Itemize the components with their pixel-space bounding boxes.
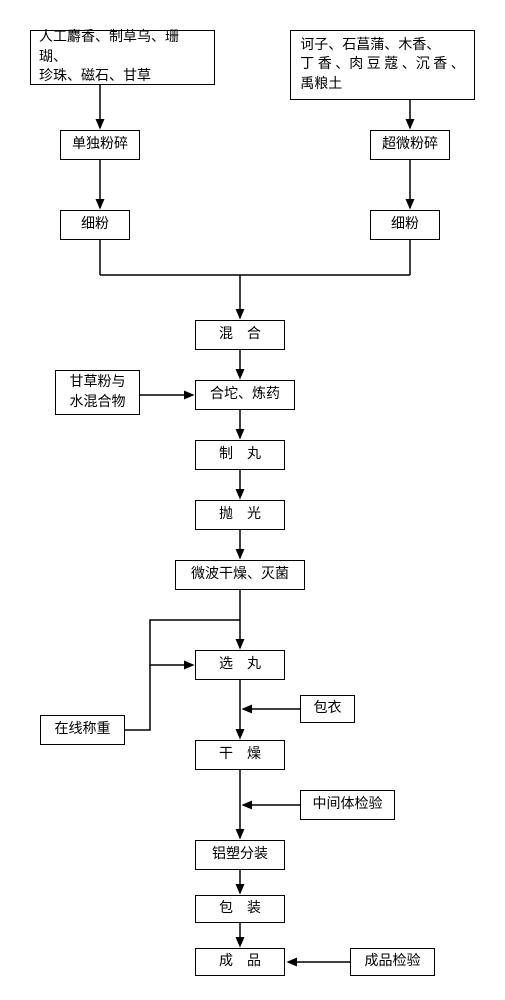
step-knead-refine: 合坨、炼药 [195,380,295,410]
step-make-pill: 制 丸 [195,440,285,470]
step-final-inspection: 成品检验 [350,948,435,976]
step-microwave-dry-sterilize: 微波干燥、灭菌 [175,560,305,590]
step-grind-single: 单独粉碎 [60,130,140,160]
step-coating: 包衣 [300,695,355,723]
step-select-pill: 选 丸 [195,650,285,680]
step-finished-product: 成 品 [195,948,285,976]
ingredients-group-a: 人工麝香、制草乌、珊瑚、 珍珠、磁石、甘草 [30,30,215,85]
step-dry: 干 燥 [195,740,285,770]
step-al-plastic-pack: 铝塑分装 [195,840,285,870]
step-intermediate-inspection: 中间体检验 [300,790,395,820]
step-packaging: 包 装 [195,895,285,923]
step-fine-powder-right: 细粉 [370,210,440,240]
step-mix: 混 合 [195,320,285,350]
step-polish: 抛 光 [195,500,285,530]
input-liquorice-water: 甘草粉与 水混合物 [55,370,140,415]
step-online-weighing: 在线称重 [40,715,125,745]
ingredients-group-b: 诃子、石菖蒲、木香、 丁 香 、肉 豆 蔻 、沉 香 、 禹粮土 [290,30,475,100]
step-fine-powder-left: 细粉 [60,210,130,240]
step-grind-ultra: 超微粉碎 [370,130,450,160]
